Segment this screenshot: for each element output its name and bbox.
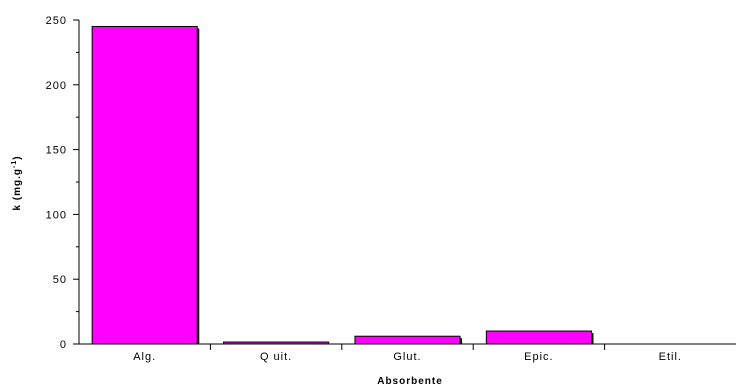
y-tick-label: 0 [60,339,67,351]
x-tick-label: Q uit. [260,351,292,363]
x-tick-label: Epic. [524,351,553,363]
y-tick-label: 250 [46,15,67,27]
bar [485,330,592,345]
y-tick-label: 200 [46,80,67,92]
y-tick-label: 100 [46,209,67,221]
x-axis: Alg. Q uit. Glut. Epic. Etil. [79,343,736,363]
y-tick-label: 50 [53,274,67,286]
y-axis-title-main: k (mg.g [12,168,23,211]
bars [91,25,594,345]
bar [91,25,198,345]
y-tick-label: 150 [46,145,67,157]
y-axis: 0 50 100 150 200 250 [46,15,80,351]
y-axis-title-superscript: -1 [11,160,18,168]
x-axis-title: Absorbente [377,376,443,387]
x-tick-label: Etil. [659,351,682,363]
bar [354,335,461,345]
y-axis-title-close: ) [12,155,23,159]
bar [223,341,330,345]
x-tick-label: Glut. [393,351,421,363]
y-axis-title: k (mg.g-1) [11,155,23,210]
x-tick-label: Alg. [133,351,156,363]
